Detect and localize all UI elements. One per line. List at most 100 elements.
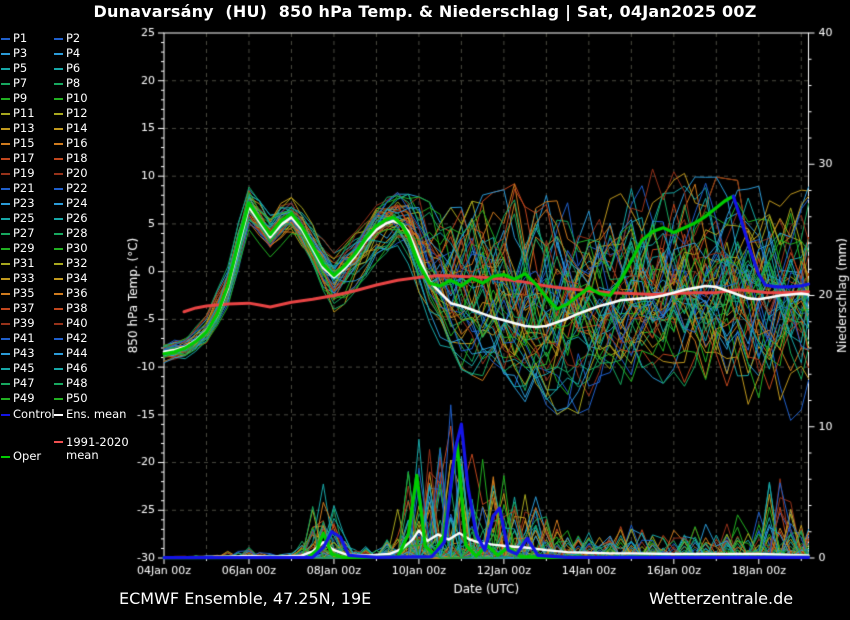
member-label: P18 bbox=[66, 151, 88, 165]
member-label: P21 bbox=[13, 181, 35, 195]
legend-item-member: P35 bbox=[1, 287, 35, 300]
member-label: P23 bbox=[13, 196, 35, 210]
member-line-swatch bbox=[54, 382, 63, 385]
member-line-swatch bbox=[1, 382, 10, 385]
member-label: P26 bbox=[66, 211, 88, 225]
member-line-swatch bbox=[54, 262, 63, 265]
member-line-swatch bbox=[54, 277, 63, 280]
member-line-swatch bbox=[54, 142, 63, 145]
member-line-swatch bbox=[1, 307, 10, 310]
member-label: P12 bbox=[66, 106, 88, 120]
member-line-swatch bbox=[1, 232, 10, 235]
member-line-swatch bbox=[1, 127, 10, 130]
member-label: P6 bbox=[66, 61, 81, 75]
member-line-swatch bbox=[1, 397, 10, 400]
member-label: P25 bbox=[13, 211, 35, 225]
member-label: P34 bbox=[66, 271, 88, 285]
member-line-swatch bbox=[54, 337, 63, 340]
legend-item-control: Control bbox=[1, 408, 55, 421]
legend-item-member: P42 bbox=[54, 332, 88, 345]
legend-item-member: P29 bbox=[1, 242, 35, 255]
legend-item-member: P50 bbox=[54, 392, 88, 405]
legend-item-member: P48 bbox=[54, 377, 88, 390]
member-line-swatch bbox=[54, 67, 63, 70]
member-label: P38 bbox=[66, 301, 88, 315]
member-line-swatch bbox=[1, 172, 10, 175]
member-line-swatch bbox=[1, 217, 10, 220]
member-label: P10 bbox=[66, 91, 88, 105]
member-label: P47 bbox=[13, 376, 35, 390]
member-label: P31 bbox=[13, 256, 35, 270]
member-line-swatch bbox=[54, 322, 63, 325]
page-title: Dunavarsány (HU) 850 hPa Temp. & Nieders… bbox=[93, 2, 757, 21]
legend-item-member: P33 bbox=[1, 272, 35, 285]
legend-item-member: P37 bbox=[1, 302, 35, 315]
member-label: P7 bbox=[13, 76, 28, 90]
legend-item-member: P13 bbox=[1, 122, 35, 135]
member-label: P43 bbox=[13, 346, 35, 360]
member-line-swatch bbox=[54, 247, 63, 250]
legend-item-member: P20 bbox=[54, 167, 88, 180]
climate-mean-line-swatch bbox=[54, 441, 63, 443]
legend-item-member: P27 bbox=[1, 227, 35, 240]
legend-item-member: P24 bbox=[54, 197, 88, 210]
member-label: P4 bbox=[66, 46, 81, 60]
member-line-swatch bbox=[1, 247, 10, 250]
member-label: P41 bbox=[13, 331, 35, 345]
member-label: P48 bbox=[66, 376, 88, 390]
legend-item-member: P4 bbox=[54, 47, 80, 60]
member-line-swatch bbox=[54, 232, 63, 235]
member-line-swatch bbox=[54, 397, 63, 400]
member-line-swatch bbox=[54, 307, 63, 310]
legend-item-oper: Oper bbox=[1, 450, 41, 463]
member-label: P27 bbox=[13, 226, 35, 240]
model-location-caption: ECMWF Ensemble, 47.25N, 19E bbox=[119, 589, 372, 608]
member-line-swatch bbox=[54, 202, 63, 205]
member-line-swatch bbox=[1, 322, 10, 325]
member-label: P46 bbox=[66, 361, 88, 375]
member-line-swatch bbox=[54, 97, 63, 100]
legend-climate-mean-label: 1991-2020 mean bbox=[66, 435, 129, 462]
legend-item-member: P21 bbox=[1, 182, 35, 195]
member-line-swatch bbox=[54, 217, 63, 220]
member-label: P1 bbox=[13, 31, 28, 45]
legend-item-member: P12 bbox=[54, 107, 88, 120]
member-line-swatch bbox=[1, 97, 10, 100]
member-label: P36 bbox=[66, 286, 88, 300]
member-label: P13 bbox=[13, 121, 35, 135]
member-line-swatch bbox=[54, 172, 63, 175]
member-label: P20 bbox=[66, 166, 88, 180]
legend-item-member: P39 bbox=[1, 317, 35, 330]
legend-item-member: P23 bbox=[1, 197, 35, 210]
legend-control-label: Control bbox=[13, 407, 55, 421]
member-line-swatch bbox=[1, 367, 10, 370]
legend-item-member: P10 bbox=[54, 92, 88, 105]
legend-item-member: P8 bbox=[54, 77, 80, 90]
member-line-swatch bbox=[54, 37, 63, 40]
legend-item-member: P9 bbox=[1, 92, 27, 105]
legend-item-member: P25 bbox=[1, 212, 35, 225]
member-line-swatch bbox=[1, 157, 10, 160]
member-label: P2 bbox=[66, 31, 81, 45]
member-line-swatch bbox=[1, 202, 10, 205]
member-line-swatch bbox=[1, 352, 10, 355]
ensemble-member-legend: P1 P2 P3 P4 P5 P6 P7 P8 P9 P10 P11 P12 P13 P14 P15 P16 P… bbox=[0, 0, 140, 480]
legend-item-member: P16 bbox=[54, 137, 88, 150]
legend-item-member: P47 bbox=[1, 377, 35, 390]
member-label: P33 bbox=[13, 271, 35, 285]
member-line-swatch bbox=[1, 142, 10, 145]
legend-item-member: P49 bbox=[1, 392, 35, 405]
member-line-swatch bbox=[1, 337, 10, 340]
member-label: P49 bbox=[13, 391, 35, 405]
member-label: P9 bbox=[13, 91, 28, 105]
legend-item-member: P31 bbox=[1, 257, 35, 270]
legend-item-member: P41 bbox=[1, 332, 35, 345]
site-credit: Wetterzentrale.de bbox=[649, 589, 794, 608]
member-label: P42 bbox=[66, 331, 88, 345]
member-line-swatch bbox=[1, 67, 10, 70]
member-line-swatch bbox=[54, 367, 63, 370]
member-label: P37 bbox=[13, 301, 35, 315]
member-line-swatch bbox=[1, 277, 10, 280]
oper-line-swatch bbox=[1, 455, 10, 458]
